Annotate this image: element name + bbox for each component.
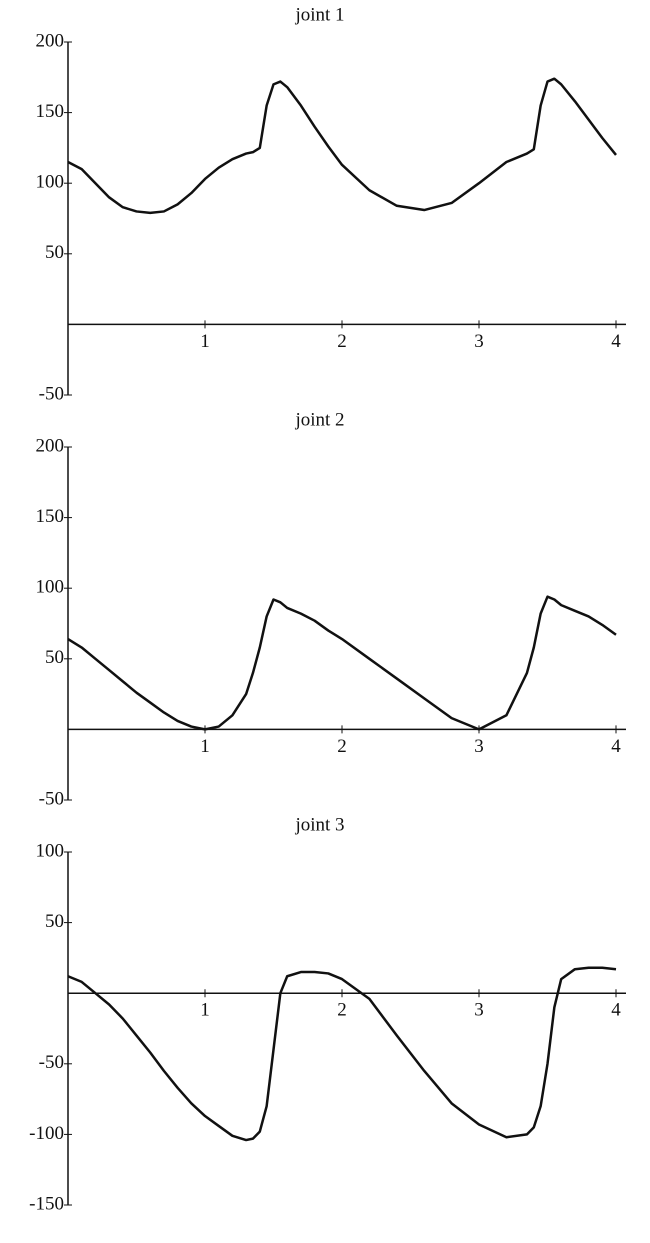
y-tick-label: 50 — [45, 647, 64, 668]
line — [67, 77, 617, 215]
chart-title: joint 3 — [294, 814, 344, 835]
y-tick-label: 100 — [36, 172, 65, 193]
y-tick-label: 150 — [36, 506, 65, 527]
x-tick-label: 4 — [611, 1000, 621, 1021]
y-tick-label: 50 — [45, 911, 64, 932]
x-tick-label: 2 — [337, 736, 347, 757]
line — [67, 595, 617, 731]
y-tick-label: -50 — [39, 1052, 64, 1073]
x-tick-label: 2 — [337, 331, 347, 352]
y-tick-label: -100 — [29, 1123, 64, 1144]
y-tick-label: -50 — [39, 383, 64, 404]
y-tick-label: 50 — [45, 242, 64, 263]
chart-title: joint 2 — [294, 409, 344, 430]
x-tick-label: 2 — [337, 1000, 347, 1021]
chart-title: joint 1 — [294, 4, 344, 25]
y-tick-label: 150 — [36, 101, 65, 122]
y-tick-label: 100 — [36, 840, 65, 861]
x-tick-label: 1 — [200, 331, 210, 352]
x-tick-label: 4 — [611, 736, 621, 757]
y-tick-label: -150 — [29, 1193, 64, 1214]
x-tick-label: 3 — [474, 736, 484, 757]
x-tick-label: 3 — [474, 331, 484, 352]
x-tick-label: 1 — [200, 736, 210, 757]
line — [67, 966, 617, 1142]
x-tick-label: 4 — [611, 331, 621, 352]
x-tick-label: 1 — [200, 1000, 210, 1021]
y-tick-label: 200 — [36, 30, 65, 51]
y-tick-label: 100 — [36, 577, 65, 598]
y-tick-label: -50 — [39, 788, 64, 809]
y-tick-label: 200 — [36, 435, 65, 456]
x-tick-label: 3 — [474, 1000, 484, 1021]
